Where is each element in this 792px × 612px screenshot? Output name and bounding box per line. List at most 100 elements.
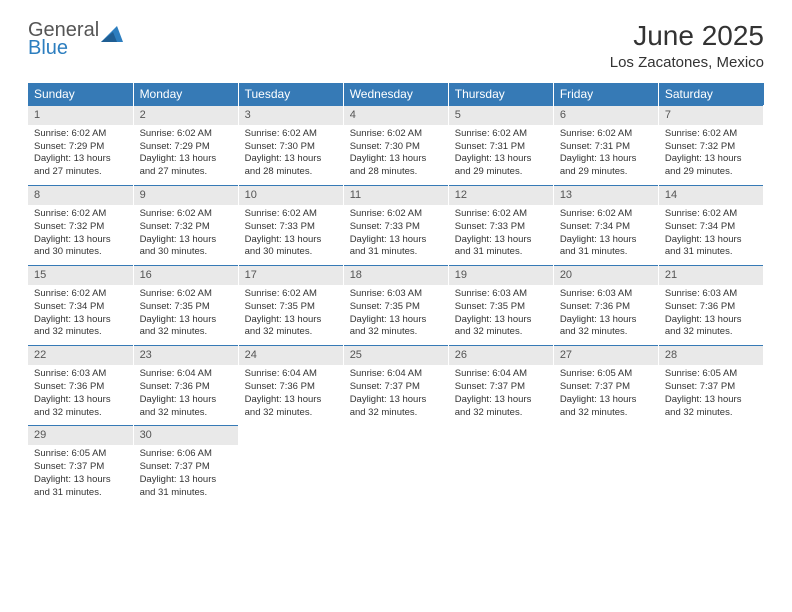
- sunset-line: Sunset: 7:35 PM: [350, 301, 442, 314]
- page: General Blue June 2025 Los Zacatones, Me…: [0, 0, 792, 525]
- logo-text: General Blue: [28, 20, 99, 59]
- day-number: 23: [134, 345, 238, 365]
- sunset-line: Sunset: 7:29 PM: [140, 141, 232, 154]
- cell-wrap: 15Sunrise: 6:02 AMSunset: 7:34 PMDayligh…: [28, 265, 133, 345]
- calendar-row: 22Sunrise: 6:03 AMSunset: 7:36 PMDayligh…: [28, 345, 764, 425]
- day-number: 12: [449, 185, 553, 205]
- sunrise-line: Sunrise: 6:02 AM: [245, 288, 337, 301]
- daylight-line: Daylight: 13 hours and 31 minutes.: [665, 234, 757, 260]
- day-details: Sunrise: 6:05 AMSunset: 7:37 PMDaylight:…: [28, 445, 133, 505]
- sunrise-line: Sunrise: 6:03 AM: [350, 288, 442, 301]
- day-number: 5: [449, 105, 553, 125]
- daylight-line: Daylight: 13 hours and 32 minutes.: [665, 314, 757, 340]
- daylight-line: Daylight: 13 hours and 32 minutes.: [560, 314, 652, 340]
- day-details: Sunrise: 6:04 AMSunset: 7:36 PMDaylight:…: [134, 365, 238, 425]
- weekday-header: Saturday: [658, 83, 763, 105]
- day-number: 1: [28, 105, 133, 125]
- sunset-line: Sunset: 7:32 PM: [140, 221, 232, 234]
- day-details: Sunrise: 6:02 AMSunset: 7:31 PMDaylight:…: [449, 125, 553, 185]
- weekday-header: Wednesday: [343, 83, 448, 105]
- day-details: Sunrise: 6:02 AMSunset: 7:32 PMDaylight:…: [659, 125, 763, 185]
- calendar-cell: 12Sunrise: 6:02 AMSunset: 7:33 PMDayligh…: [448, 185, 553, 265]
- cell-wrap: 6Sunrise: 6:02 AMSunset: 7:31 PMDaylight…: [554, 105, 658, 185]
- sunrise-line: Sunrise: 6:03 AM: [665, 288, 757, 301]
- sunrise-line: Sunrise: 6:02 AM: [560, 128, 652, 141]
- cell-wrap: 5Sunrise: 6:02 AMSunset: 7:31 PMDaylight…: [449, 105, 553, 185]
- day-details: Sunrise: 6:02 AMSunset: 7:35 PMDaylight:…: [239, 285, 343, 345]
- cell-wrap: 16Sunrise: 6:02 AMSunset: 7:35 PMDayligh…: [134, 265, 238, 345]
- calendar-cell: 7Sunrise: 6:02 AMSunset: 7:32 PMDaylight…: [658, 105, 763, 185]
- calendar-cell: 3Sunrise: 6:02 AMSunset: 7:30 PMDaylight…: [238, 105, 343, 185]
- sunset-line: Sunset: 7:34 PM: [34, 301, 127, 314]
- cell-wrap: 12Sunrise: 6:02 AMSunset: 7:33 PMDayligh…: [449, 185, 553, 265]
- weekday-header: Sunday: [28, 83, 133, 105]
- calendar-cell: 22Sunrise: 6:03 AMSunset: 7:36 PMDayligh…: [28, 345, 133, 425]
- sunrise-line: Sunrise: 6:02 AM: [560, 208, 652, 221]
- calendar-cell: 20Sunrise: 6:03 AMSunset: 7:36 PMDayligh…: [553, 265, 658, 345]
- sunrise-line: Sunrise: 6:02 AM: [245, 128, 337, 141]
- day-details: Sunrise: 6:02 AMSunset: 7:33 PMDaylight:…: [449, 205, 553, 265]
- calendar-cell: 27Sunrise: 6:05 AMSunset: 7:37 PMDayligh…: [553, 345, 658, 425]
- cell-wrap: 21Sunrise: 6:03 AMSunset: 7:36 PMDayligh…: [659, 265, 763, 345]
- calendar-cell: 18Sunrise: 6:03 AMSunset: 7:35 PMDayligh…: [343, 265, 448, 345]
- calendar-cell: 19Sunrise: 6:03 AMSunset: 7:35 PMDayligh…: [448, 265, 553, 345]
- day-number: 22: [28, 345, 133, 365]
- cell-wrap: 29Sunrise: 6:05 AMSunset: 7:37 PMDayligh…: [28, 425, 133, 505]
- page-title: June 2025: [610, 20, 764, 52]
- sunrise-line: Sunrise: 6:02 AM: [140, 208, 232, 221]
- day-number: 16: [134, 265, 238, 285]
- daylight-line: Daylight: 13 hours and 32 minutes.: [245, 394, 337, 420]
- day-details: Sunrise: 6:02 AMSunset: 7:34 PMDaylight:…: [554, 205, 658, 265]
- logo: General Blue: [28, 20, 123, 59]
- day-number: 17: [239, 265, 343, 285]
- calendar-cell: 8Sunrise: 6:02 AMSunset: 7:32 PMDaylight…: [28, 185, 133, 265]
- calendar-cell: 2Sunrise: 6:02 AMSunset: 7:29 PMDaylight…: [133, 105, 238, 185]
- day-number: 20: [554, 265, 658, 285]
- day-number: 21: [659, 265, 763, 285]
- daylight-line: Daylight: 13 hours and 27 minutes.: [34, 153, 127, 179]
- sunrise-line: Sunrise: 6:02 AM: [34, 288, 127, 301]
- cell-wrap: 2Sunrise: 6:02 AMSunset: 7:29 PMDaylight…: [134, 105, 238, 185]
- sunrise-line: Sunrise: 6:06 AM: [140, 448, 232, 461]
- day-details: Sunrise: 6:02 AMSunset: 7:35 PMDaylight:…: [134, 285, 238, 345]
- daylight-line: Daylight: 13 hours and 32 minutes.: [350, 314, 442, 340]
- cell-wrap: 13Sunrise: 6:02 AMSunset: 7:34 PMDayligh…: [554, 185, 658, 265]
- day-number: 2: [134, 105, 238, 125]
- sunset-line: Sunset: 7:31 PM: [455, 141, 547, 154]
- daylight-line: Daylight: 13 hours and 31 minutes.: [560, 234, 652, 260]
- daylight-line: Daylight: 13 hours and 32 minutes.: [245, 314, 337, 340]
- calendar-cell: 14Sunrise: 6:02 AMSunset: 7:34 PMDayligh…: [658, 185, 763, 265]
- daylight-line: Daylight: 13 hours and 32 minutes.: [140, 394, 232, 420]
- day-number: 14: [659, 185, 763, 205]
- cell-wrap: 9Sunrise: 6:02 AMSunset: 7:32 PMDaylight…: [134, 185, 238, 265]
- day-number: 10: [239, 185, 343, 205]
- sunrise-line: Sunrise: 6:02 AM: [140, 128, 232, 141]
- calendar-cell: 5Sunrise: 6:02 AMSunset: 7:31 PMDaylight…: [448, 105, 553, 185]
- sunset-line: Sunset: 7:33 PM: [350, 221, 442, 234]
- calendar-cell: 25Sunrise: 6:04 AMSunset: 7:37 PMDayligh…: [343, 345, 448, 425]
- daylight-line: Daylight: 13 hours and 32 minutes.: [455, 314, 547, 340]
- cell-wrap: 20Sunrise: 6:03 AMSunset: 7:36 PMDayligh…: [554, 265, 658, 345]
- sunset-line: Sunset: 7:33 PM: [455, 221, 547, 234]
- sunrise-line: Sunrise: 6:04 AM: [350, 368, 442, 381]
- daylight-line: Daylight: 13 hours and 32 minutes.: [665, 394, 757, 420]
- day-details: Sunrise: 6:03 AMSunset: 7:36 PMDaylight:…: [28, 365, 133, 425]
- sunrise-line: Sunrise: 6:05 AM: [34, 448, 127, 461]
- day-number: 26: [449, 345, 553, 365]
- cell-wrap: 24Sunrise: 6:04 AMSunset: 7:36 PMDayligh…: [239, 345, 343, 425]
- sunset-line: Sunset: 7:36 PM: [560, 301, 652, 314]
- cell-wrap: 3Sunrise: 6:02 AMSunset: 7:30 PMDaylight…: [239, 105, 343, 185]
- sunrise-line: Sunrise: 6:02 AM: [665, 128, 757, 141]
- day-details: Sunrise: 6:02 AMSunset: 7:29 PMDaylight:…: [134, 125, 238, 185]
- cell-wrap: 10Sunrise: 6:02 AMSunset: 7:33 PMDayligh…: [239, 185, 343, 265]
- sunrise-line: Sunrise: 6:02 AM: [350, 128, 442, 141]
- cell-wrap: 25Sunrise: 6:04 AMSunset: 7:37 PMDayligh…: [344, 345, 448, 425]
- sunrise-line: Sunrise: 6:02 AM: [34, 128, 127, 141]
- day-number: 8: [28, 185, 133, 205]
- calendar-cell: 10Sunrise: 6:02 AMSunset: 7:33 PMDayligh…: [238, 185, 343, 265]
- sunrise-line: Sunrise: 6:02 AM: [350, 208, 442, 221]
- daylight-line: Daylight: 13 hours and 32 minutes.: [455, 394, 547, 420]
- sunset-line: Sunset: 7:34 PM: [560, 221, 652, 234]
- day-details: Sunrise: 6:02 AMSunset: 7:32 PMDaylight:…: [134, 205, 238, 265]
- cell-wrap: 11Sunrise: 6:02 AMSunset: 7:33 PMDayligh…: [344, 185, 448, 265]
